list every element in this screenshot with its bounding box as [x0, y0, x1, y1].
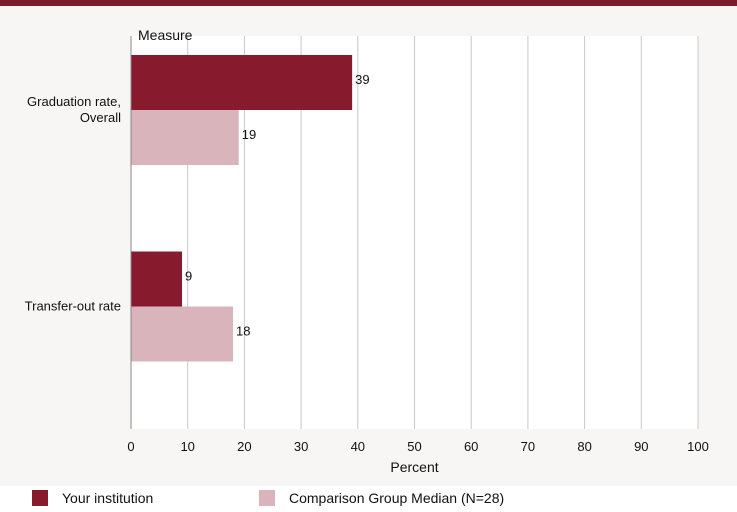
legend-swatch-comparison-group — [259, 490, 275, 506]
bar-value-label: 18 — [236, 324, 250, 339]
x-tick-label: 40 — [351, 439, 365, 454]
bar-value-label: 39 — [355, 72, 369, 87]
legend-swatch-your-institution — [32, 490, 48, 506]
bar — [131, 306, 234, 362]
x-tick-label: 80 — [577, 439, 591, 454]
bar — [131, 55, 353, 110]
x-tick-label: 10 — [180, 439, 194, 454]
category-label: Graduation rate, Overall — [27, 94, 121, 125]
x-tick-label: 100 — [687, 439, 709, 454]
legend-item-your-institution: Your institution — [32, 490, 153, 506]
legend-label-comparison-group: Comparison Group Median (N=28) — [289, 490, 505, 506]
x-axis-title: Percent — [390, 459, 438, 475]
category-label: Transfer-out rate — [25, 299, 121, 314]
bar-chart: 0 10 20 30 40 50 60 70 80 90 100 Measure Percent 39 19… — [25, 27, 709, 475]
y-axis-title: Measure — [138, 27, 193, 43]
x-tick-label: 20 — [237, 439, 251, 454]
legend-item-comparison-group: Comparison Group Median (N=28) — [259, 490, 504, 506]
x-tick-label: 70 — [521, 439, 535, 454]
x-tick-label: 90 — [634, 439, 648, 454]
x-tick-label: 0 — [127, 439, 134, 454]
top-accent-bar — [0, 0, 737, 6]
legend-label-your-institution: Your institution — [62, 490, 154, 506]
x-tick-label: 30 — [294, 439, 308, 454]
bar — [131, 110, 239, 165]
x-tick-label: 60 — [464, 439, 478, 454]
x-tick-label: 50 — [407, 439, 421, 454]
bar — [131, 251, 183, 307]
bar-value-label: 9 — [185, 269, 192, 284]
bar-value-label: 19 — [242, 127, 256, 142]
legend: Your institution Comparison Group Median… — [0, 486, 737, 512]
